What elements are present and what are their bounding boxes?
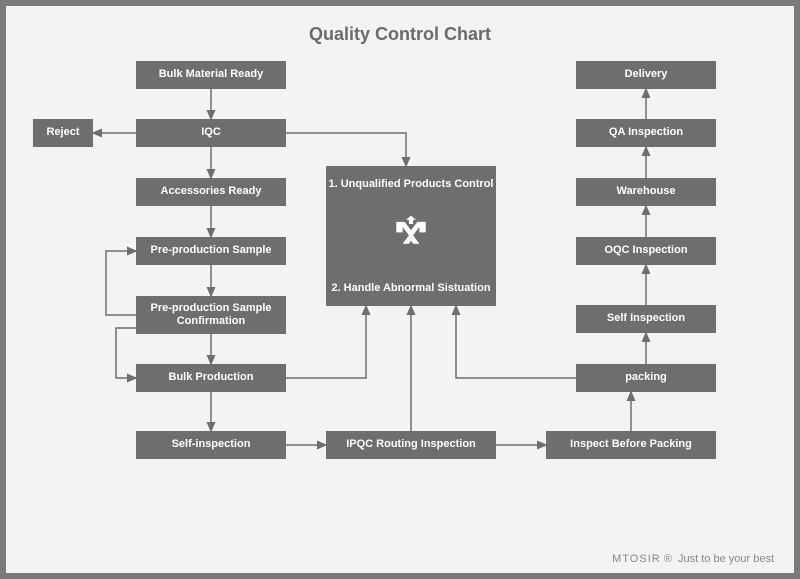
node-inspect_before: Inspect Before Packing [546,431,716,459]
node-bulk_material: Bulk Material Ready [136,61,286,89]
chart-title: Quality Control Chart [6,24,794,45]
node-self_insp1: Self-inspection [136,431,286,459]
flowchart-canvas: Quality Control Chart MTOSIR ® Just to b… [0,0,800,579]
center-box: 1. Unqualified Products Control 2. Handle… [326,166,496,306]
center-text-2: 2. Handle Abnormal Sistuation [326,282,496,294]
node-oqc: OQC Inspection [576,237,716,265]
node-warehouse: Warehouse [576,178,716,206]
node-reject: Reject [33,119,93,147]
center-text-1: 1. Unqualified Products Control [326,178,496,190]
footer: MTOSIR ® Just to be your best [612,553,774,565]
node-self_insp2: Self Inspection [576,305,716,333]
footer-brand: MTOSIR [612,553,661,565]
node-delivery: Delivery [576,61,716,89]
node-preprod_sample: Pre-production Sample [136,237,286,265]
logo-icon [390,214,432,259]
node-qa: QA Inspection [576,119,716,147]
footer-reg: ® [664,553,672,565]
node-preprod_confirm: Pre-production Sample Confirmation [136,296,286,334]
node-bulk_prod: Bulk Production [136,364,286,392]
node-accessories: Accessories Ready [136,178,286,206]
node-iqc: IQC [136,119,286,147]
footer-tagline: Just to be your best [678,553,774,565]
node-packing: packing [576,364,716,392]
node-ipqc: IPQC Routing Inspection [326,431,496,459]
